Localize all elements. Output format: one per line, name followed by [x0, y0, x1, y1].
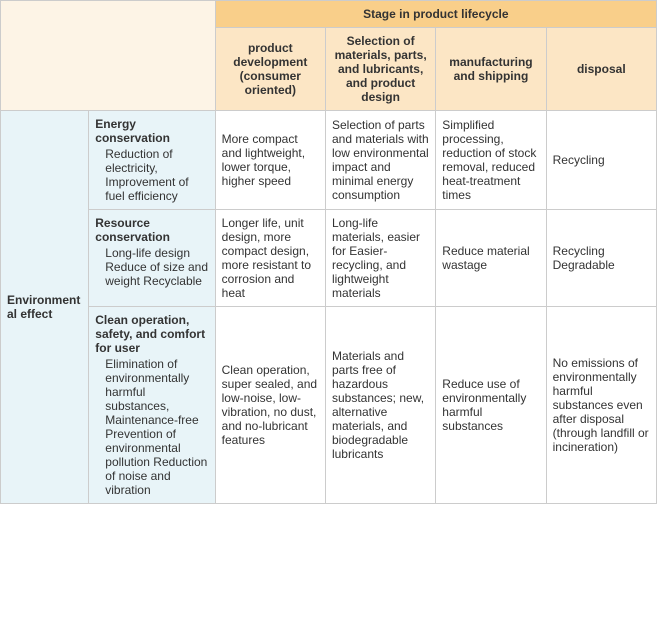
- row-sub-title: Energy conservation: [95, 117, 208, 145]
- header-col-1: Selection of materials, parts, and lubri…: [325, 28, 435, 111]
- row-sub-title: Resource conservation: [95, 216, 208, 244]
- row-group-label: Environmental effect: [1, 111, 89, 504]
- table-row: Clean operation, safety, and comfort for…: [1, 307, 657, 504]
- cell: Selection of parts and materials with lo…: [325, 111, 435, 210]
- row-sub-2: Clean operation, safety, and comfort for…: [89, 307, 215, 504]
- corner-blank: [1, 1, 216, 111]
- row-sub-detail: Elimination of environmentally harmful s…: [95, 357, 208, 497]
- cell: Recycling Degradable: [546, 210, 656, 307]
- header-col-2: manufacturing and shipping: [436, 28, 546, 111]
- row-sub-title: Clean operation, safety, and comfort for…: [95, 313, 208, 355]
- cell: Simplified processing, reduction of stoc…: [436, 111, 546, 210]
- cell: Reduce use of environmentally harmful su…: [436, 307, 546, 504]
- row-sub-detail: Long-life design Reduce of size and weig…: [95, 246, 208, 288]
- cell: Materials and parts free of hazardous su…: [325, 307, 435, 504]
- lifecycle-table: Stage in product lifecycle product devel…: [0, 0, 657, 504]
- cell: Recycling: [546, 111, 656, 210]
- row-sub-detail: Reduction of electricity, Improvement of…: [95, 147, 208, 203]
- header-top: Stage in product lifecycle: [215, 1, 656, 28]
- cell: Reduce material wastage: [436, 210, 546, 307]
- header-col-0: product development (consumer oriented): [215, 28, 325, 111]
- table-row: Environmental effect Energy conservation…: [1, 111, 657, 210]
- cell: Longer life, unit design, more compact d…: [215, 210, 325, 307]
- table-row: Resource conservation Long-life design R…: [1, 210, 657, 307]
- cell: More compact and lightweight, lower torq…: [215, 111, 325, 210]
- header-col-3: disposal: [546, 28, 656, 111]
- row-sub-0: Energy conservation Reduction of electri…: [89, 111, 215, 210]
- cell: Clean operation, super sealed, and low-n…: [215, 307, 325, 504]
- row-sub-1: Resource conservation Long-life design R…: [89, 210, 215, 307]
- cell: Long-life materials, easier for Easier-r…: [325, 210, 435, 307]
- cell: No emissions of environmentally harmful …: [546, 307, 656, 504]
